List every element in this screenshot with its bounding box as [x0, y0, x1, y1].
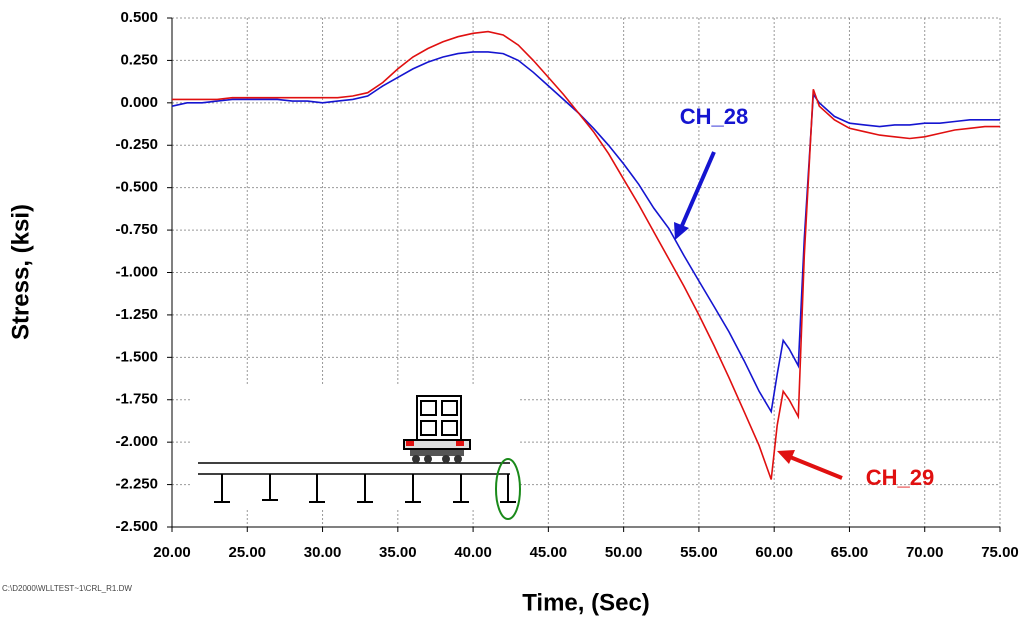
x-tick-label: 45.00	[530, 544, 568, 561]
y-tick-label: -1.250	[115, 306, 158, 323]
x-tick-label: 25.00	[228, 544, 266, 561]
y-tick-label: -2.000	[115, 433, 158, 450]
x-axis-title: Time, (Sec)	[522, 589, 650, 616]
y-tick-label: -1.750	[115, 391, 158, 408]
x-tick-label: 20.00	[153, 544, 191, 561]
series-line	[171, 51, 1000, 414]
y-tick-label: -0.500	[115, 179, 158, 196]
y-tick-label: -1.000	[115, 263, 158, 280]
arrowhead	[674, 222, 689, 240]
y-tick-label: -1.500	[115, 348, 158, 365]
x-tick-label: 70.00	[906, 544, 944, 561]
y-tick-label: 0.250	[120, 51, 158, 68]
series-label: CH_28	[680, 104, 748, 129]
y-tick-label: 0.000	[120, 94, 158, 111]
y-tick-label: -2.500	[115, 518, 158, 535]
x-tick-label: 60.00	[755, 544, 793, 561]
arrow-ch29	[789, 455, 843, 480]
x-tick-label: 30.00	[304, 544, 342, 561]
highlight-ellipse	[495, 458, 521, 520]
series-label: CH_29	[866, 465, 934, 490]
footnote: C:\D2000\WLLTEST~1\CRL_R1.DW	[2, 584, 132, 593]
bridge-inset	[190, 385, 521, 520]
x-tick-label: 40.00	[454, 544, 492, 561]
y-tick-label: -0.750	[115, 221, 158, 238]
y-tick-label: -0.250	[115, 136, 158, 153]
series-line	[172, 30, 1000, 480]
x-tick-label: 55.00	[680, 544, 718, 561]
arrowhead	[777, 450, 795, 464]
x-tick-label: 75.00	[981, 544, 1019, 561]
x-tick-label: 50.00	[605, 544, 643, 561]
truck	[403, 395, 471, 463]
arrow-ch28	[679, 151, 716, 229]
annotation-arrows	[674, 151, 843, 480]
x-tick-label: 35.00	[379, 544, 417, 561]
x-tick-label: 65.00	[831, 544, 869, 561]
girders	[214, 474, 516, 503]
y-axis-title: Stress, (ksi)	[7, 204, 34, 340]
y-tick-label: 0.500	[120, 9, 158, 26]
y-tick-label: -2.250	[115, 476, 158, 493]
plot-area: 0.500 0.250 0.000 -0.250 -0.500 -0.750 -1.000 -…	[115, 9, 1018, 561]
